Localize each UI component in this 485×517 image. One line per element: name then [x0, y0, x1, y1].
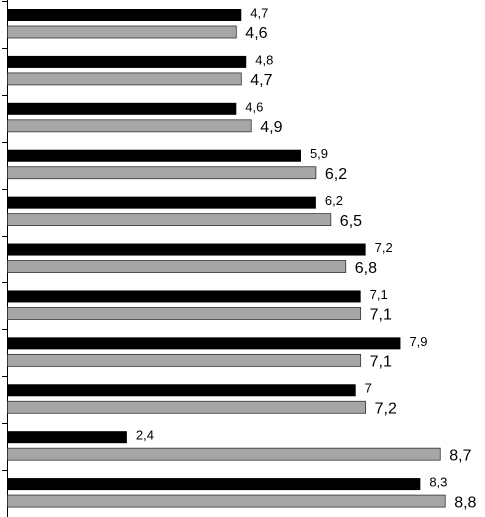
value-label: 7,2	[375, 400, 397, 417]
bar	[7, 149, 301, 162]
bar	[7, 290, 361, 303]
value-label: 4,8	[255, 52, 273, 67]
bar	[7, 119, 252, 133]
value-label: 4,6	[245, 25, 267, 42]
bar	[7, 478, 421, 491]
value-label: 6,8	[355, 260, 377, 277]
bar	[7, 9, 242, 21]
bar	[7, 243, 366, 256]
bar	[7, 55, 247, 68]
bar	[7, 353, 362, 367]
value-label: 8,7	[449, 447, 471, 464]
value-label: 6,5	[340, 213, 362, 230]
bar	[7, 260, 347, 273]
value-label: 8,3	[429, 475, 447, 490]
value-label: 7,9	[409, 334, 427, 349]
bar	[7, 337, 401, 350]
value-label: 4,7	[250, 72, 272, 89]
bar	[7, 307, 362, 320]
value-label: 7,1	[370, 287, 388, 302]
value-label: 7,2	[375, 240, 393, 255]
bar	[7, 196, 316, 209]
bar	[7, 72, 242, 86]
value-label: 4,7	[250, 5, 268, 20]
bar	[7, 447, 441, 461]
value-label: 7	[365, 381, 372, 396]
value-label: 5,9	[310, 146, 328, 161]
value-label: 6,2	[325, 193, 343, 208]
value-label: 7,1	[370, 354, 392, 371]
value-label: 2,4	[136, 428, 154, 443]
bar	[7, 102, 237, 115]
value-label: 7,1	[370, 307, 392, 324]
bar	[7, 431, 127, 444]
bar	[7, 494, 446, 508]
bar	[7, 166, 317, 180]
value-label: 4,6	[245, 99, 263, 114]
bar	[7, 25, 237, 39]
value-label: 4,9	[260, 119, 282, 136]
bar	[7, 384, 356, 397]
value-label: 6,2	[325, 166, 347, 183]
bar	[7, 400, 367, 414]
bar	[7, 213, 332, 227]
value-label: 8,8	[454, 494, 476, 511]
